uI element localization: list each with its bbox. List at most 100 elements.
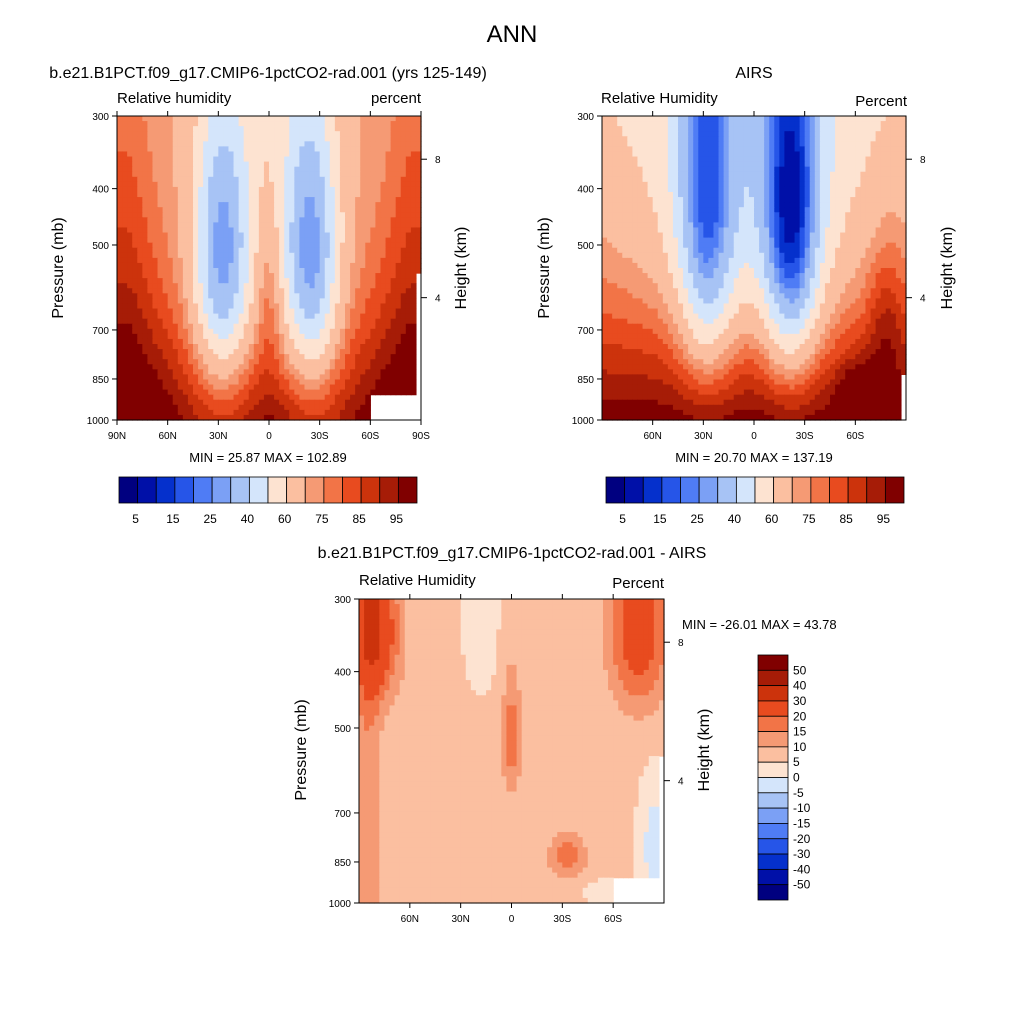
- contour-cell: [152, 349, 159, 355]
- contour-cell: [177, 283, 184, 289]
- contour-cell: [263, 222, 270, 229]
- contour-cell: [708, 151, 715, 158]
- contour-cell: [875, 217, 882, 223]
- contour-cell: [172, 379, 179, 386]
- contour-cell: [127, 333, 133, 340]
- contour-cell: [137, 318, 143, 325]
- contour-cell: [213, 399, 219, 406]
- contour-cell: [380, 338, 387, 345]
- contour-cell: [672, 181, 679, 188]
- contour-cell: [233, 414, 240, 421]
- contour-cell: [395, 202, 402, 208]
- contour-cell: [299, 166, 306, 173]
- contour-cell: [294, 379, 300, 386]
- contour-cell: [380, 252, 387, 259]
- contour-cell: [157, 217, 164, 223]
- contour-cell: [147, 171, 154, 178]
- contour-cell: [845, 212, 851, 218]
- contour-cell: [860, 176, 867, 183]
- contour-cell: [850, 227, 856, 234]
- contour-cell: [203, 131, 209, 137]
- contour-cell: [885, 212, 892, 218]
- contour-cell: [733, 212, 740, 218]
- contour-cell: [279, 252, 285, 259]
- contour-cell: [132, 374, 138, 381]
- contour-cell: [182, 121, 189, 127]
- contour-cell: [172, 374, 179, 381]
- contour-cell: [263, 247, 270, 254]
- contour-cell: [137, 308, 143, 315]
- colorbar-label: 25: [203, 512, 217, 526]
- contour-cell: [187, 171, 194, 178]
- contour-cell: [607, 186, 613, 193]
- contour-cell: [248, 303, 255, 310]
- contour-cell: [784, 222, 791, 229]
- contour-cell: [299, 369, 306, 375]
- contour-cell: [218, 181, 224, 188]
- contour-cell: [157, 359, 164, 365]
- contour-cell: [774, 171, 780, 178]
- contour-cell: [774, 202, 780, 208]
- contour-cell: [127, 181, 133, 188]
- contour-cell: [835, 141, 841, 147]
- contour-cell: [299, 207, 306, 213]
- contour-cell: [253, 313, 260, 320]
- contour-cell: [890, 171, 897, 178]
- contour-cell: [258, 166, 265, 173]
- contour-cell: [769, 131, 775, 137]
- contour-cell: [350, 323, 356, 330]
- contour-cell: [304, 389, 311, 396]
- contour-cell: [238, 257, 245, 264]
- contour-cell: [637, 121, 644, 127]
- contour-cell: [390, 379, 397, 386]
- contour-cell: [339, 404, 346, 411]
- contour-cell: [339, 323, 346, 330]
- contour-cell: [289, 384, 295, 391]
- contour-cell: [167, 192, 174, 198]
- contour-cell: [157, 323, 164, 330]
- contour-cell: [284, 278, 290, 284]
- contour-cell: [350, 394, 356, 401]
- contour-cell: [875, 131, 882, 137]
- contour-cell: [142, 232, 148, 239]
- contour-cell: [193, 151, 199, 158]
- contour-cell: [228, 227, 235, 234]
- contour-cell: [294, 121, 300, 127]
- contour-cell: [774, 192, 780, 198]
- contour-cell: [132, 278, 138, 284]
- contour-cell: [208, 308, 214, 315]
- contour-cell: [213, 212, 219, 218]
- contour-cell: [152, 323, 159, 330]
- contour-cell: [759, 161, 765, 168]
- contour-cell: [263, 374, 270, 381]
- contour-cell: [157, 141, 164, 147]
- contour-cell: [329, 116, 336, 122]
- contour-cell: [319, 349, 326, 355]
- contour-cell: [324, 217, 331, 223]
- contour-cell: [284, 126, 290, 132]
- contour-cell: [334, 126, 341, 132]
- contour-cell: [345, 394, 351, 401]
- contour-cell: [667, 121, 674, 127]
- contour-cell: [198, 197, 204, 203]
- contour-cell: [319, 136, 326, 142]
- contour-cell: [688, 121, 694, 127]
- contour-cell: [203, 116, 209, 122]
- contour-cell: [365, 181, 371, 188]
- contour-cell: [309, 409, 316, 416]
- contour-cell: [365, 197, 371, 203]
- contour-cell: [294, 354, 300, 360]
- contour-cell: [309, 131, 316, 137]
- contour-cell: [127, 288, 133, 294]
- contour-cell: [693, 136, 699, 142]
- colorbar-label: 15: [166, 512, 180, 526]
- contour-cell: [314, 252, 321, 259]
- contour-cell: [830, 161, 836, 168]
- contour-cell: [258, 404, 265, 411]
- contour-cell: [314, 268, 321, 274]
- contour-cell: [193, 232, 199, 239]
- contour-cell: [380, 364, 387, 370]
- contour-cell: [132, 126, 138, 132]
- contour-cell: [238, 242, 245, 249]
- contour-cell: [263, 116, 270, 122]
